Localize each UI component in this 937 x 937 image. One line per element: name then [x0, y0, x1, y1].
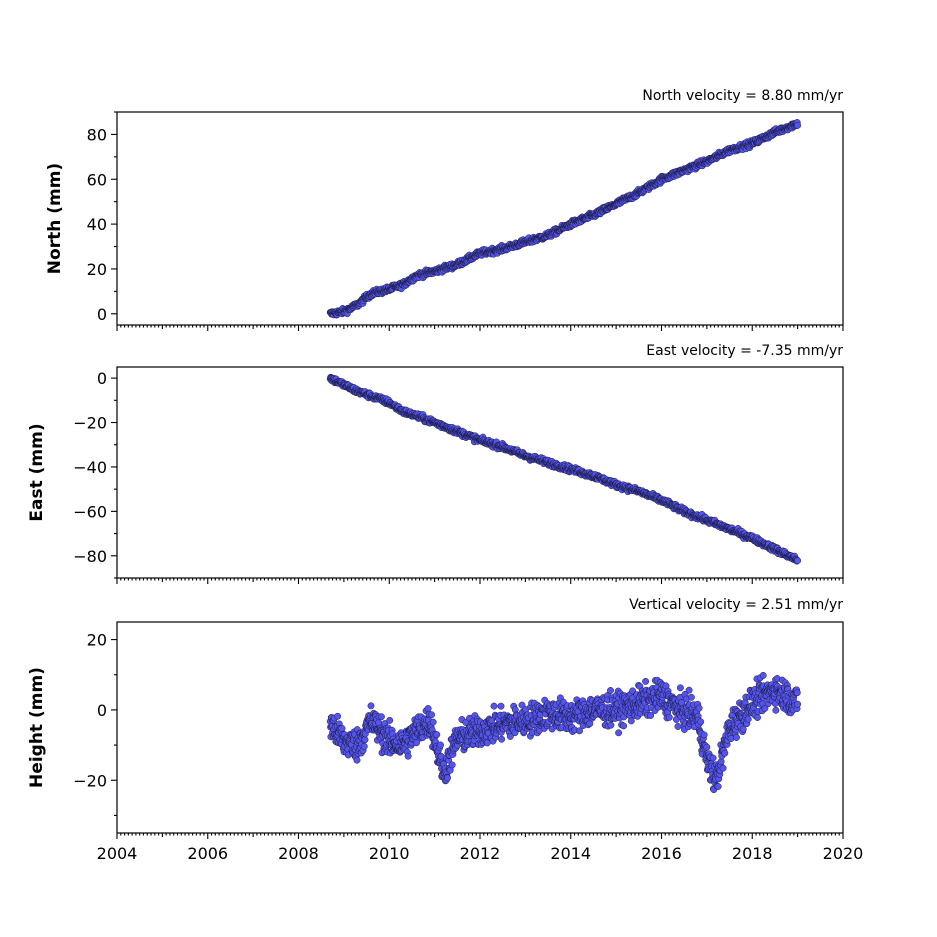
east-panel: East velocity = -7.35 mm/yr East (mm) 0 −…: [27, 343, 844, 584]
height-data-point: [377, 713, 385, 721]
height-data-point: [697, 718, 705, 726]
height-data-point: [721, 749, 729, 757]
height-data-point: [685, 686, 693, 694]
height-data-point: [576, 727, 583, 735]
north-xticks: [116, 325, 844, 331]
east-ytick-label: −20: [73, 414, 107, 433]
north-points: [326, 119, 802, 319]
height-data-point: [676, 684, 684, 692]
height-data-point: [433, 731, 441, 739]
height-data-point: [761, 704, 769, 712]
height-ytick-label: 0: [97, 701, 107, 720]
height-data-point: [709, 754, 717, 762]
xtick-label: 2004: [97, 844, 138, 863]
height-data-point: [772, 706, 780, 714]
height-data-point: [647, 712, 655, 719]
height-data-point: [490, 702, 498, 710]
xtick-label: 2018: [732, 844, 773, 863]
north-title: North velocity = 8.80 mm/yr: [642, 88, 843, 104]
height-xticks: 2004 2006 2008 2010 2012 2014 2016 2018 2020: [97, 833, 864, 863]
height-data-point: [353, 756, 361, 764]
north-ytick-label: 40: [87, 215, 107, 234]
height-data-point: [518, 701, 526, 709]
height-ytick-label: −20: [73, 771, 107, 790]
xtick-label: 2010: [369, 844, 410, 863]
height-ytick-label: 20: [87, 631, 107, 650]
height-data-point: [700, 731, 708, 739]
height-panel: Vertical velocity = 2.51 mm/yr Height (m…: [27, 597, 863, 863]
north-ylabel: North (mm): [45, 163, 65, 274]
height-data-point: [733, 734, 740, 741]
height-data-point: [338, 724, 346, 732]
height-data-point: [607, 721, 615, 729]
north-ytick-label: 80: [87, 125, 107, 144]
height-data-point: [744, 715, 752, 723]
height-data-point: [642, 677, 650, 685]
east-xticks: [116, 578, 844, 584]
xtick-label: 2008: [278, 844, 319, 863]
height-data-point: [429, 718, 437, 726]
east-data-point: [794, 557, 802, 565]
height-data-point: [687, 693, 695, 701]
height-data-point: [607, 687, 614, 694]
height-ylabel: Height (mm): [27, 667, 47, 788]
east-ytick-label: 0: [97, 369, 107, 388]
height-data-point: [361, 736, 369, 744]
height-data-point: [360, 742, 368, 750]
xtick-label: 2020: [823, 844, 864, 863]
north-ytick-label: 60: [87, 170, 107, 189]
height-yticks: 20 0 −20: [73, 631, 117, 816]
east-ytick-label: −40: [73, 458, 107, 477]
height-data-point: [695, 704, 703, 712]
height-data-point: [498, 735, 506, 743]
xtick-label: 2014: [550, 844, 591, 863]
height-data-point: [665, 713, 673, 721]
height-data-point: [754, 714, 761, 721]
height-data-point: [497, 702, 505, 710]
xtick-label: 2016: [641, 844, 682, 863]
east-ytick-label: −80: [73, 547, 107, 566]
north-ytick-label: 20: [87, 260, 107, 279]
north-data-point: [794, 121, 802, 129]
height-data-point: [627, 717, 635, 725]
height-data-point: [703, 743, 711, 751]
height-data-point: [615, 729, 623, 737]
east-axes-frame: [116, 366, 844, 579]
height-data-point: [386, 716, 394, 724]
height-data-point: [719, 764, 727, 772]
xtick-label: 2012: [460, 844, 501, 863]
height-data-point: [793, 689, 801, 697]
east-yticks: 0 −20 −40 −60 −80: [73, 369, 117, 579]
height-data-point: [444, 774, 451, 782]
height-data-point: [437, 741, 444, 749]
height-data-point: [448, 761, 456, 769]
north-ytick-label: 0: [97, 305, 107, 324]
north-yticks: 0 20 40 60 80: [87, 111, 117, 324]
height-data-point: [506, 732, 514, 740]
height-data-point: [794, 700, 802, 708]
height-points: [326, 671, 802, 794]
height-data-point: [367, 702, 375, 710]
east-ylabel: East (mm): [27, 423, 47, 521]
height-data-point: [620, 722, 628, 730]
height-data-point: [759, 671, 767, 679]
height-data-point: [413, 739, 420, 747]
height-data-point: [404, 752, 412, 760]
height-data-point: [375, 719, 383, 727]
north-panel: North velocity = 8.80 mm/yr North (mm) 0…: [45, 88, 844, 331]
xtick-label: 2006: [187, 844, 228, 863]
height-data-point: [424, 705, 432, 712]
east-ytick-label: −60: [73, 502, 107, 521]
height-data-point: [629, 687, 637, 695]
height-data-point: [714, 783, 722, 790]
height-data-point: [739, 725, 747, 733]
east-title: East velocity = -7.35 mm/yr: [646, 343, 843, 359]
height-title: Vertical velocity = 2.51 mm/yr: [629, 597, 843, 613]
height-data-point: [334, 712, 342, 720]
east-points: [326, 373, 802, 565]
height-data-point: [674, 723, 682, 730]
height-data-point: [428, 711, 435, 719]
